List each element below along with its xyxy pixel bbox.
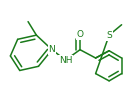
Text: NH: NH: [59, 56, 72, 65]
Text: O: O: [77, 30, 84, 39]
Text: N: N: [49, 45, 55, 54]
Text: S: S: [106, 31, 112, 40]
